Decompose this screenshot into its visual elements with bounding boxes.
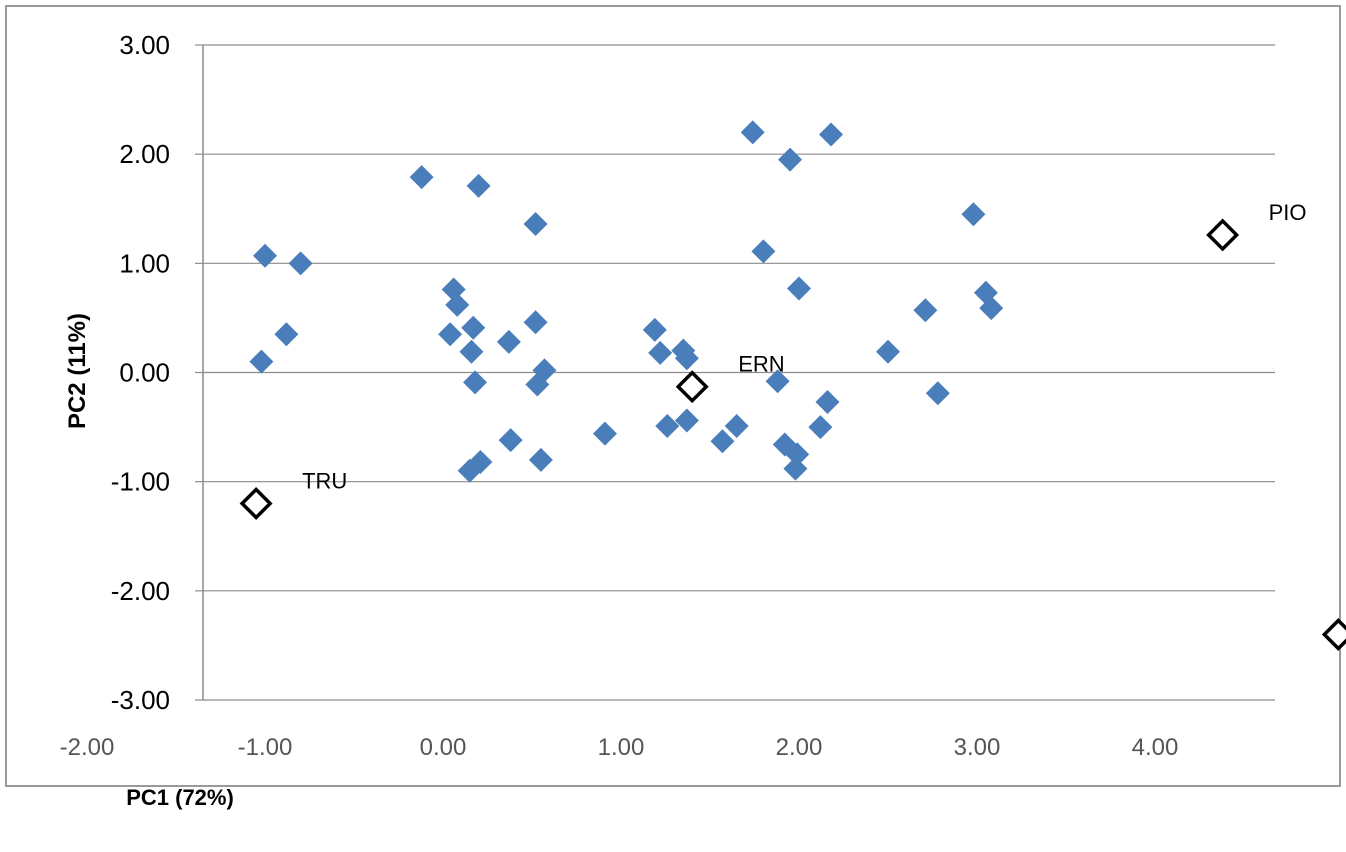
data-point — [724, 413, 749, 438]
data-point — [655, 413, 680, 438]
y-axis-title: PC2 (11%) — [64, 313, 91, 429]
data-point — [592, 421, 617, 446]
data-point — [913, 298, 938, 323]
highlight-point — [675, 370, 709, 404]
highlight-point — [1321, 618, 1346, 651]
data-point — [496, 329, 521, 354]
data-point — [925, 381, 950, 406]
data-point — [498, 428, 523, 453]
point-label: ERN — [738, 352, 784, 377]
x-tick-label: 1.00 — [598, 734, 645, 761]
data-point — [523, 310, 548, 335]
data-point — [808, 415, 833, 440]
data-point — [876, 339, 900, 364]
x-tick-label: 3.00 — [954, 734, 1001, 761]
highlight-point — [239, 487, 273, 520]
y-tick-label: 1.00 — [119, 248, 170, 278]
y-tick-label: 3.00 — [119, 30, 170, 60]
data-point — [409, 165, 434, 190]
point-label: PIO — [1269, 200, 1307, 225]
data-points — [249, 120, 1004, 483]
data-point — [765, 369, 790, 394]
data-point — [674, 408, 699, 433]
data-point — [528, 447, 553, 472]
data-point — [648, 340, 673, 365]
highlight-point — [1206, 218, 1240, 252]
data-point — [785, 442, 810, 467]
data-point — [461, 315, 486, 340]
data-point — [459, 339, 484, 364]
y-tick-label: -1.00 — [111, 467, 170, 497]
data-point — [525, 372, 550, 397]
x-tick-label: -1.00 — [238, 734, 293, 761]
data-point — [457, 458, 482, 483]
y-tick-label: 2.00 — [119, 139, 170, 169]
data-point — [642, 317, 667, 342]
data-point — [274, 322, 299, 347]
data-point — [783, 456, 808, 481]
data-point — [815, 389, 840, 414]
gridlines — [195, 44, 1275, 701]
chart-border — [5, 5, 1341, 787]
x-tick-label: 0.00 — [420, 734, 467, 761]
x-axis-title: PC1 (72%) — [126, 785, 234, 810]
data-point — [787, 276, 811, 301]
x-tick-label: -2.00 — [60, 734, 115, 761]
x-tick-labels: -2.00 -1.00 0.00 1.00 2.00 3.00 4.00 — [60, 734, 1179, 761]
data-point — [740, 120, 765, 145]
y-tick-label: 0.00 — [119, 358, 170, 388]
data-point — [523, 212, 548, 237]
data-point — [674, 346, 699, 371]
x-tick-label: 2.00 — [776, 734, 823, 761]
point-label: TRU — [302, 469, 347, 494]
data-point — [710, 429, 735, 454]
data-point — [961, 202, 986, 227]
highlighted-points: ERNPIOTRUFRE — [239, 200, 1346, 651]
data-point — [819, 122, 844, 147]
data-point — [445, 292, 470, 317]
data-point — [778, 147, 803, 172]
data-point — [466, 173, 491, 198]
data-point — [249, 349, 274, 374]
data-point — [463, 370, 488, 395]
x-tick-label: 4.00 — [1132, 734, 1179, 761]
data-point — [253, 243, 277, 268]
data-point — [288, 251, 313, 276]
data-point — [438, 322, 463, 347]
data-point — [979, 296, 1004, 321]
y-tick-labels: 3.00 2.00 1.00 0.00 -1.00 -2.00 -3.00 — [111, 30, 170, 715]
y-tick-label: -3.00 — [111, 685, 170, 715]
y-tick-label: -2.00 — [111, 576, 170, 606]
data-point — [751, 239, 776, 264]
